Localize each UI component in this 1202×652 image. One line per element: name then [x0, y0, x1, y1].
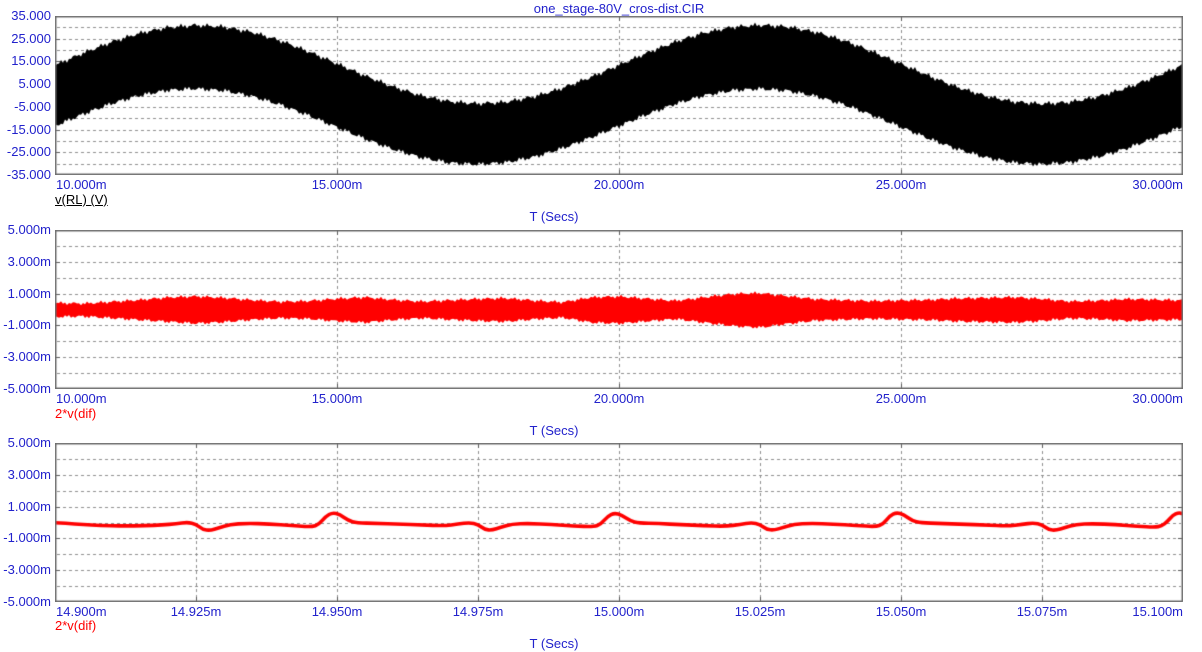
plot1-y-tick-label: -25.000 — [6, 144, 51, 159]
chart-title: one_stage-80V_cros-dist.CIR — [533, 1, 705, 16]
plot3-y-tick-label: -5.000m — [3, 594, 51, 609]
plot3-y-tick-label: -3.000m — [3, 562, 51, 577]
plot1-y-tick-label: 15.000 — [11, 53, 51, 68]
plot1-trace-label[interactable]: v(RL) (V) — [55, 192, 108, 207]
plot1-y-tick-label: -5.000 — [14, 99, 51, 114]
plot1-xaxis-title: T (Secs) — [529, 209, 579, 224]
plot2-y-tick-label: -3.000m — [3, 349, 51, 364]
plot1-y-tick-label: 5.000 — [18, 76, 51, 91]
plot1-y-tick-label: -15.000 — [6, 122, 51, 137]
plot2-y-tick-label: 3.000m — [7, 254, 51, 269]
plot3-y-tick-label: 5.000m — [7, 435, 51, 450]
plot2-x-tick-label: 10.000m — [56, 391, 107, 406]
plot3-y-tick-label: 1.000m — [7, 499, 51, 514]
plot1-y-tick-label: 35.000 — [11, 8, 51, 23]
plot2-x-tick-label: 15.000m — [311, 391, 363, 406]
plot1-x-tick-label: 30.000m — [1132, 177, 1183, 192]
plot3-x-tick-label: 15.025m — [734, 604, 786, 619]
plot2-y-tick-label: -5.000m — [3, 381, 51, 396]
plot2-x-tick-label: 25.000m — [875, 391, 927, 406]
plot1-x-tick-label: 25.000m — [875, 177, 927, 192]
plot3-x-tick-label: 15.000m — [593, 604, 645, 619]
plot3-x-tick-label: 15.050m — [875, 604, 927, 619]
plot1-canvas[interactable] — [55, 16, 1183, 175]
plot3-x-tick-label: 14.950m — [311, 604, 363, 619]
plot1-x-tick-label: 20.000m — [593, 177, 645, 192]
plot3-x-tick-label: 15.100m — [1132, 604, 1183, 619]
plot3-y-tick-label: 3.000m — [7, 467, 51, 482]
plot2-x-tick-label: 30.000m — [1132, 391, 1183, 406]
plot3-x-tick-label: 14.900m — [56, 604, 107, 619]
plot1-x-tick-label: 15.000m — [311, 177, 363, 192]
plot3-x-tick-label: 15.075m — [1016, 604, 1068, 619]
plot2-y-tick-label: -1.000m — [3, 317, 51, 332]
plot3-trace-label[interactable]: 2*v(dif) — [55, 618, 97, 633]
plot2-y-tick-label: 1.000m — [7, 286, 51, 301]
plot2-x-tick-label: 20.000m — [593, 391, 645, 406]
plot3-y-tick-label: -1.000m — [3, 530, 51, 545]
plot2-xaxis-title: T (Secs) — [529, 423, 579, 438]
plot2-trace-label[interactable]: 2*v(dif) — [55, 406, 97, 421]
plot3-x-tick-label: 14.925m — [170, 604, 222, 619]
plot2-canvas[interactable] — [55, 230, 1183, 389]
plot1-y-tick-label: 25.000 — [11, 31, 51, 46]
plot3-x-tick-label: 14.975m — [452, 604, 504, 619]
plot1-y-tick-label: -35.000 — [6, 167, 51, 182]
plot3-canvas[interactable] — [55, 443, 1183, 602]
plot1-x-tick-label: 10.000m — [56, 177, 107, 192]
plot2-y-tick-label: 5.000m — [7, 222, 51, 237]
plot3-xaxis-title: T (Secs) — [529, 636, 579, 651]
